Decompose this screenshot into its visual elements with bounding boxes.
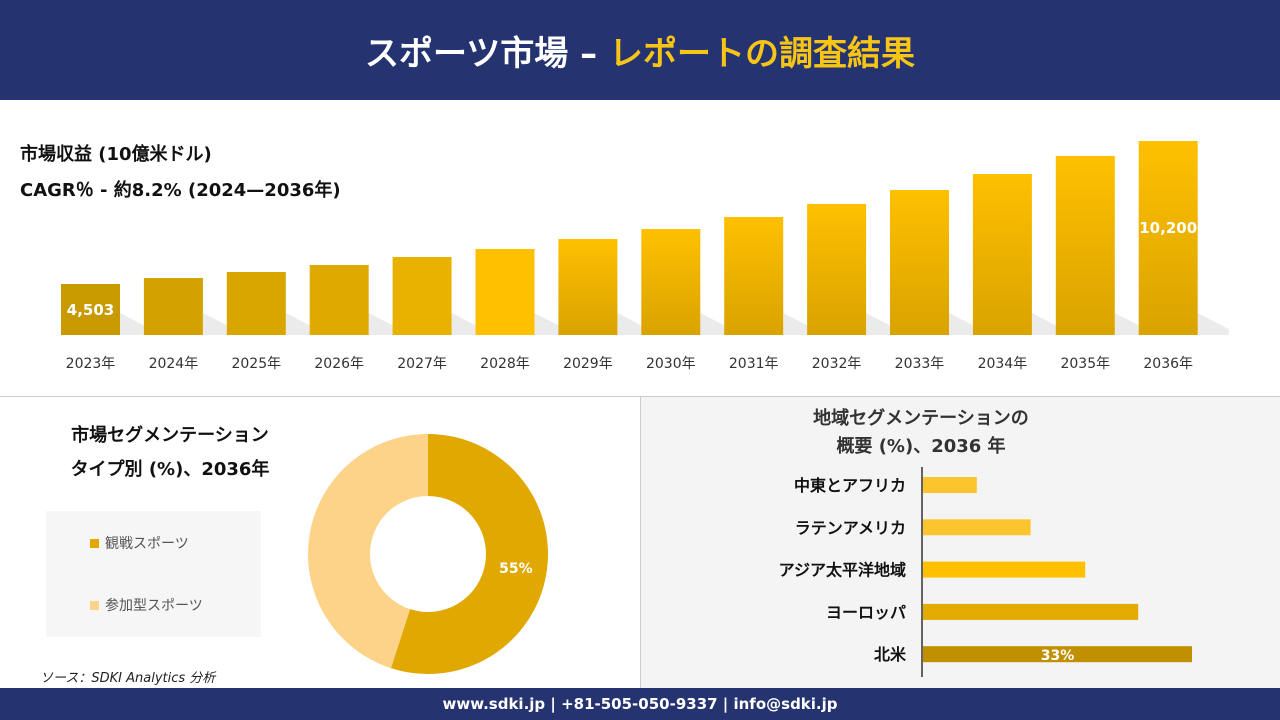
- bar-shadow: [368, 313, 400, 335]
- region-bar: [923, 477, 977, 493]
- bar-shadow: [617, 313, 649, 335]
- bar-shadow: [700, 313, 732, 335]
- x-tick-label: 2026年: [314, 356, 364, 372]
- region-label: ヨーロッパ: [826, 603, 906, 622]
- region-bar: [923, 603, 1139, 620]
- region-title-line2: 概要 (%)、2036 年: [836, 436, 1006, 457]
- legend-label: 観戦スポーツ: [105, 536, 189, 552]
- donut-slice-0: [390, 434, 549, 674]
- source-note: ソース：SDKI Analytics 分析: [40, 671, 216, 686]
- page-title: スポーツ市場 –: [364, 33, 598, 74]
- legend-item-participation: 参加型スポーツ: [90, 595, 203, 615]
- region-bar: [923, 561, 1086, 578]
- bar-data-label: 4,503: [67, 301, 114, 319]
- region-title: 地域セグメンテーションの 概要 (%)、2036 年: [641, 405, 1280, 461]
- footer-contact: www.sdki.jp | +81-505-050-9337 | info@sd…: [0, 688, 1280, 720]
- x-tick-label: 2030年: [646, 356, 696, 372]
- x-tick-label: 2023年: [66, 356, 116, 372]
- legend-swatch: [90, 538, 99, 548]
- cagr-label: CAGR％ - 約8.2% (2024—2036年): [20, 180, 341, 201]
- bar-2032年: [807, 204, 867, 335]
- type-segment-title: 市場セグメンテーション タイプ別 (%)、2036年: [40, 419, 300, 487]
- x-tick-label: 2028年: [480, 356, 530, 372]
- bar-shadow: [120, 313, 151, 335]
- bar-shadow: [1114, 313, 1146, 335]
- x-tick-label: 2024年: [149, 356, 199, 372]
- bar-shadow: [202, 313, 234, 335]
- bar-2027年: [392, 256, 452, 335]
- bar-2028年: [475, 249, 535, 335]
- x-tick-label: 2033年: [895, 356, 945, 372]
- type-title-line2: タイプ別 (%)、2036年: [70, 459, 270, 480]
- region-label: アジア太平洋地域: [779, 561, 906, 580]
- region-data-label: 33%: [1041, 648, 1075, 664]
- bar-2033年: [890, 189, 949, 335]
- page-header: スポーツ市場 – レポートの調査結果: [0, 0, 1280, 100]
- bar-shadow: [534, 313, 566, 335]
- revenue-bar-chart: 2023年 4,503 2024年 2025年 2026年 2027年 2028年 2029年…: [61, 141, 1229, 372]
- region-label: ラテンアメリカ: [795, 518, 906, 537]
- x-tick-label: 2035年: [1060, 356, 1110, 372]
- x-tick-label: 2025年: [231, 356, 281, 372]
- bar-2034年: [972, 174, 1032, 335]
- x-tick-label: 2027年: [397, 356, 447, 372]
- revenue-section: 市場収益 (10億米ドル) CAGR％ - 約8.2% (2024—2036年)…: [0, 100, 1280, 396]
- region-title-line1: 地域セグメンテーションの: [813, 408, 1029, 429]
- legend-swatch: [90, 600, 99, 610]
- legend-item-spectator: 観戦スポーツ: [90, 533, 189, 553]
- type-donut-chart: 55%: [308, 434, 549, 674]
- donut-data-label: 55%: [499, 561, 533, 577]
- x-tick-label: 2031年: [729, 356, 779, 372]
- bar-shadow: [783, 313, 815, 335]
- region-segment-section: 地域セグメンテーションの 概要 (%)、2036 年 中東とアフリカ ラテンアメリ…: [640, 396, 1280, 688]
- bar-2030年: [641, 229, 701, 335]
- x-tick-label: 2036年: [1143, 356, 1193, 372]
- bar-2029年: [558, 238, 618, 335]
- page-title-accent: レポートの調査結果: [609, 33, 915, 74]
- region-bar: [923, 519, 1031, 536]
- bar-2036年: [1138, 141, 1198, 335]
- region-bar: [923, 646, 1192, 663]
- bar-2035年: [1055, 155, 1115, 335]
- pie-legend: 観戦スポーツ 参加型スポーツ: [46, 511, 261, 637]
- x-tick-label: 2034年: [978, 356, 1028, 372]
- donut-slice-1: [308, 434, 428, 669]
- bar-2026年: [309, 264, 369, 335]
- bar-2025年: [226, 272, 286, 335]
- type-segment-section: 市場セグメンテーション タイプ別 (%)、2036年 観戦スポーツ 参加型スポー…: [0, 396, 640, 688]
- bar-data-label: 10,200: [1139, 219, 1197, 237]
- revenue-label: 市場収益 (10億米ドル): [20, 144, 212, 165]
- region-label: 北米: [874, 645, 907, 664]
- bar-shadow: [451, 313, 483, 335]
- legend-label: 参加型スポーツ: [105, 598, 203, 614]
- bar-shadow: [1031, 313, 1063, 335]
- bar-2031年: [724, 217, 784, 335]
- bar-2023年: [61, 284, 120, 335]
- bar-shadow: [285, 313, 317, 335]
- x-tick-label: 2032年: [812, 356, 862, 372]
- bar-shadow: [866, 313, 898, 335]
- x-tick-label: 2029年: [563, 356, 613, 372]
- type-title-line1: 市場セグメンテーション: [71, 425, 269, 446]
- bar-shadow: [1197, 313, 1229, 335]
- region-label: 中東とアフリカ: [794, 476, 906, 495]
- bar-shadow: [949, 313, 980, 335]
- bar-2024年: [143, 278, 203, 335]
